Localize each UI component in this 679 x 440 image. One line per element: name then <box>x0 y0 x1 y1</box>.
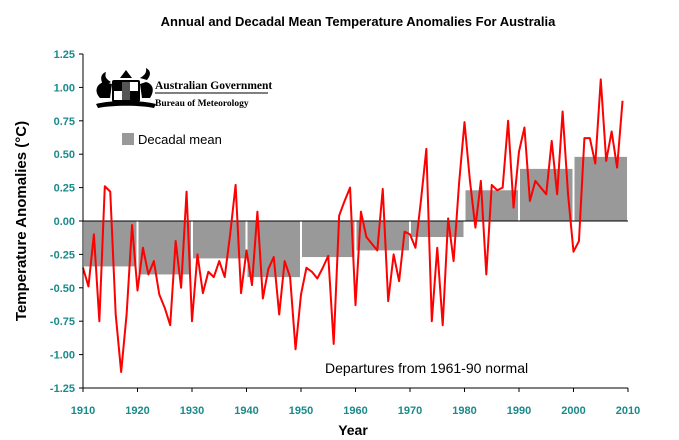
annual-anomaly-line <box>82 78 624 373</box>
legend-swatch <box>122 133 134 145</box>
axes <box>79 53 629 392</box>
x-tick-label: 1940 <box>234 405 258 417</box>
y-tick-label: 1.25 <box>54 49 75 61</box>
x-tick-labels: 1910 1920 1930 1940 1950 1960 1970 1980 1990 2000… <box>71 405 640 417</box>
y-tick-label: -0.25 <box>50 249 75 261</box>
y-tick-label: -0.50 <box>50 283 75 295</box>
logo-government-text: Australian Government <box>155 80 272 92</box>
y-tick-label: 0.00 <box>54 216 75 228</box>
x-tick-label: 2010 <box>616 405 640 417</box>
decadal-bar-1950 <box>302 221 355 258</box>
chart-title: Annual and Decadal Mean Temperature Anom… <box>161 14 556 29</box>
y-tick-label: -1.25 <box>50 383 75 395</box>
y-tick-label: 0.50 <box>54 149 75 161</box>
x-tick-label: 2000 <box>561 405 585 417</box>
y-tick-labels: 1.25 1.00 0.75 0.50 0.25 0.00 -0.25 -0.50 -0.75 -… <box>50 49 75 395</box>
x-tick-label: 1960 <box>343 405 367 417</box>
y-tick-label: 0.25 <box>54 183 75 195</box>
chart-annotation: Departures from 1961-90 normal <box>325 360 528 376</box>
x-tick-label: 1950 <box>289 405 313 417</box>
x-tick-label: 1970 <box>398 405 422 417</box>
coat-of-arms-icon <box>96 68 156 108</box>
y-axis-label: Temperature Anomalies (°C) <box>13 121 30 321</box>
x-tick-label: 1930 <box>180 405 204 417</box>
decadal-bars <box>84 156 627 278</box>
x-tick-label: 1990 <box>507 405 531 417</box>
x-tick-label: 1920 <box>125 405 149 417</box>
x-tick-label: 1910 <box>71 405 95 417</box>
legend: Decadal mean <box>122 132 222 147</box>
legend-label: Decadal mean <box>138 132 222 147</box>
y-tick-label: 0.75 <box>54 116 75 128</box>
y-tick-label: 1.00 <box>54 82 75 94</box>
x-tick-label: 1980 <box>452 405 476 417</box>
y-tick-label: -0.75 <box>50 316 75 328</box>
x-axis-label: Year <box>338 422 368 438</box>
annual-series <box>82 78 624 373</box>
y-tick-label: -1.00 <box>50 350 75 362</box>
bureau-logo: Australian Government Bureau of Meteorol… <box>96 68 272 109</box>
logo-bureau-text: Bureau of Meteorology <box>155 99 249 109</box>
